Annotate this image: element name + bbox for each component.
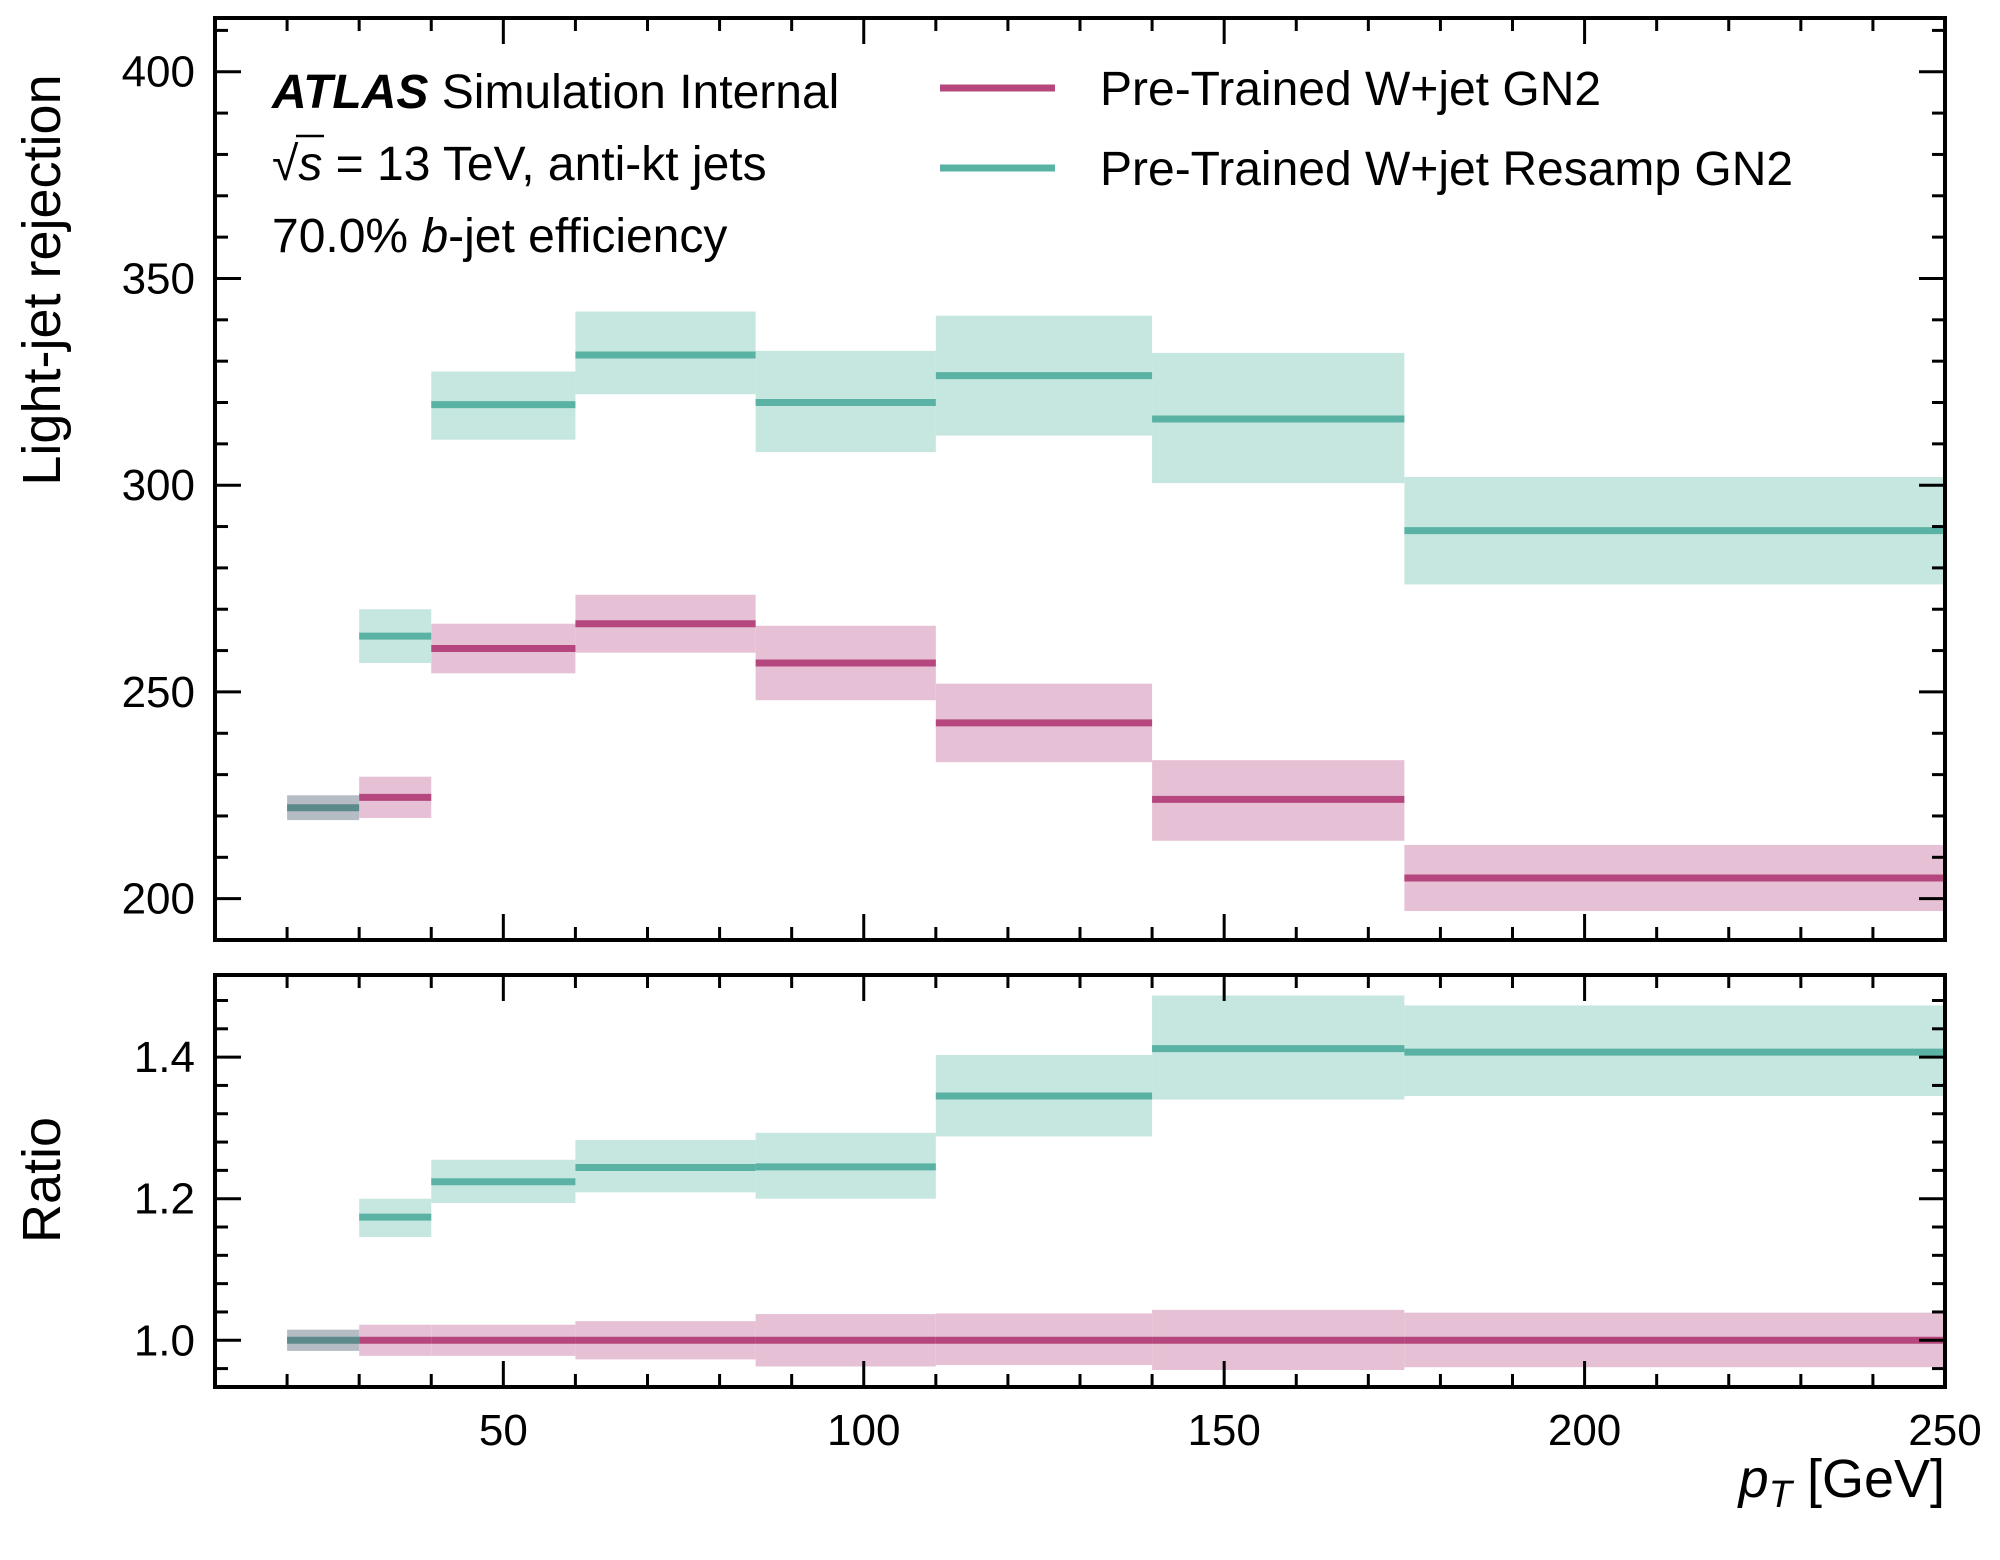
atlas-label: ATLAS Simulation Internal	[271, 66, 839, 119]
main-frame	[213, 16, 1947, 942]
ratio-y-axis-title: Ratio	[12, 1117, 72, 1243]
x-tick-label: 50	[479, 1406, 528, 1455]
x-axis-title-p: p	[1737, 1449, 1769, 1509]
main-ticks	[213, 18, 1947, 942]
ratio-frame	[213, 973, 1947, 1389]
main-ytick-label: 250	[122, 668, 195, 717]
x-tick-label: 250	[1908, 1406, 1981, 1455]
legend: Pre-Trained W+jet GN2 Pre-Trained W+jet …	[940, 63, 1793, 196]
main-ytick-label: 400	[122, 48, 195, 97]
ratio-ytick-label: 1.2	[134, 1175, 195, 1224]
ratio-ytick-label: 1.4	[134, 1033, 195, 1082]
x-tick-label: 200	[1548, 1406, 1621, 1455]
ratio-ytick-label: 1.0	[134, 1316, 195, 1365]
energy-rest: = 13 TeV, anti-kt jets	[322, 138, 766, 191]
x-tick-label: 100	[827, 1406, 900, 1455]
main-ytick-label: 350	[122, 254, 195, 303]
main-y-tick-labels: 200 250 300 350 400	[122, 48, 195, 924]
legend-label-gn2: Pre-Trained W+jet GN2	[1100, 63, 1601, 116]
x-tick-labels: 50 100 150 200 250	[479, 1406, 1982, 1455]
efficiency-b: b	[421, 210, 448, 263]
legend-label-resamp: Pre-Trained W+jet Resamp GN2	[1100, 143, 1793, 196]
ratio-lines	[287, 1045, 1945, 1344]
x-tick-label: 150	[1187, 1406, 1260, 1455]
efficiency-pre: 70.0%	[272, 210, 421, 263]
main-ytick-label: 300	[122, 461, 195, 510]
efficiency-label: 70.0% b-jet efficiency	[272, 210, 727, 263]
main-lines	[287, 351, 1945, 882]
main-ytick-label: 200	[122, 875, 195, 924]
x-axis-title: pT [GeV]	[1737, 1449, 1945, 1516]
main-panel: 200 250 300 350 400	[122, 16, 1947, 942]
efficiency-post: -jet efficiency	[448, 210, 727, 263]
atlas-experiment: ATLAS	[271, 66, 428, 119]
ratio-y-tick-labels: 1.0 1.2 1.4	[134, 1033, 195, 1365]
main-y-axis-title: Light-jet rejection	[12, 74, 72, 485]
energy-s: s	[298, 138, 322, 191]
energy-sqrt: √	[272, 138, 299, 191]
x-axis-title-sub: T	[1769, 1474, 1795, 1516]
atlas-status: Simulation Internal	[442, 66, 840, 119]
x-axis-title-unit: [GeV]	[1792, 1449, 1945, 1509]
ratio-panel: 1.0 1.2 1.4 50 100 150 200 250	[134, 973, 1982, 1455]
energy-label: √s = 13 TeV, anti-kt jets	[272, 138, 767, 191]
